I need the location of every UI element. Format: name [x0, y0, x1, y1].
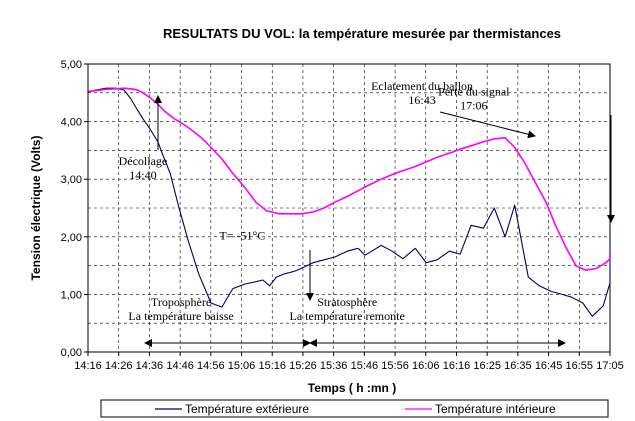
y-tick-label: 0,00: [61, 347, 82, 359]
legend-label-interior: Température intérieure: [435, 402, 556, 416]
x-tick-label: 14:36: [136, 360, 164, 372]
annotation-text: Eclatement du ballon 16:43: [371, 79, 473, 107]
series-line-interior: [88, 87, 611, 272]
x-tick-label: 14:16: [74, 360, 102, 372]
annotation-text: T= -51°C: [219, 229, 265, 243]
x-tick-label: 15:56: [381, 360, 409, 372]
y-tick-label: 1,00: [61, 289, 82, 301]
annotation-text: Décollage 14:40: [119, 154, 168, 182]
legend: Température extérieure Température intér…: [100, 399, 609, 418]
annotation-text: Troposphère La température baisse: [128, 295, 233, 323]
x-tick-label: 17:05: [596, 360, 624, 372]
legend-box: [100, 399, 609, 418]
chart-title: RESULTATS DU VOL: la température mesurée…: [163, 26, 561, 41]
x-tick-label: 14:26: [105, 360, 133, 372]
y-tick-label: 3,00: [61, 174, 82, 186]
legend-label-exterior: Température extérieure: [185, 402, 309, 416]
annotation-text: Perte du signal 17:06: [438, 85, 510, 113]
annotations: Décollage 14:40 Eclatement du ballon 16:43P…: [119, 79, 511, 323]
x-tick-label: 16:25: [473, 360, 501, 372]
x-tick-label: 15:06: [228, 360, 256, 372]
y-tick-label: 2,00: [61, 232, 82, 244]
x-tick-label: 14:46: [166, 360, 194, 372]
y-axis-ticks: 0,00 1,00 2,00 3,00 4,00 5,00: [61, 59, 88, 359]
x-tick-label: 15:46: [351, 360, 379, 372]
gridlines: [88, 64, 610, 352]
x-axis-ticks: 14:16 14:26 14:36 14:46 14:56 15:06 15:16 15:26…: [74, 352, 624, 372]
x-tick-label: 16:45: [535, 360, 563, 372]
x-tick-label: 16:35: [504, 360, 532, 372]
x-tick-label: 16:16: [443, 360, 471, 372]
y-tick-label: 4,00: [61, 117, 82, 129]
series-line-exterior: [88, 87, 611, 317]
annotation-text: Stratosphère La température remonte: [290, 295, 405, 323]
x-tick-label: 16:55: [566, 360, 594, 372]
x-tick-label: 16:06: [412, 360, 440, 372]
series-lines: [88, 87, 611, 317]
x-axis-title: Temps ( h :mn ): [308, 381, 396, 395]
y-tick-label: 5,00: [61, 59, 82, 71]
plot-area: [87, 63, 611, 353]
annotation-arrows: [144, 95, 615, 347]
x-tick-label: 14:56: [197, 360, 225, 372]
x-tick-label: 15:26: [289, 360, 317, 372]
arrow-burst: [439, 111, 536, 139]
y-axis-title: Tension électrique (Volts): [29, 136, 43, 281]
x-tick-label: 15:36: [320, 360, 348, 372]
x-tick-label: 15:16: [258, 360, 286, 372]
